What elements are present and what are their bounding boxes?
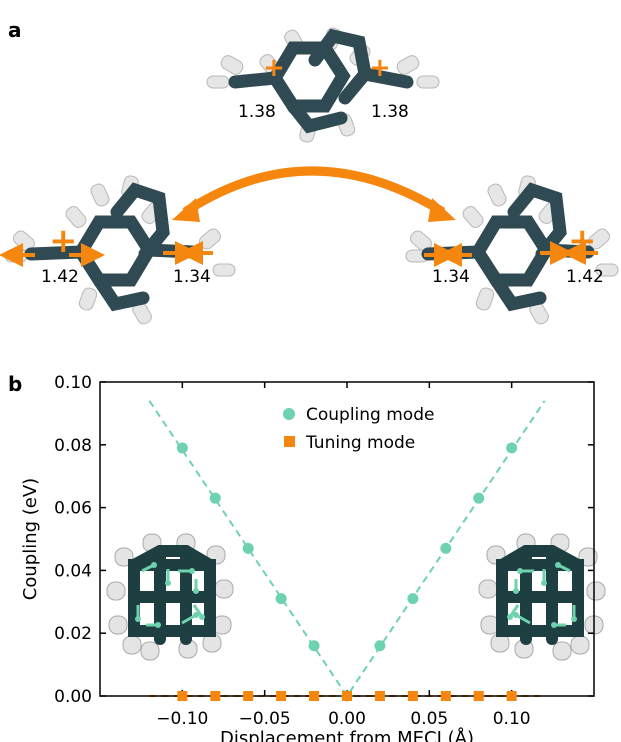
y-tick-label: 0.08 [54, 436, 92, 456]
x-tick-label: 0.10 [493, 709, 531, 729]
tuning-point [243, 691, 254, 701]
inset-carbon-bond [496, 545, 584, 571]
double-curved-arrow [182, 166, 446, 216]
inset-hydrogen [552, 641, 572, 661]
inset-molecule-right [478, 533, 606, 661]
inset-mode-arrowhead [551, 622, 557, 628]
tuning-point [440, 691, 451, 701]
inset-hydrogen [478, 579, 498, 599]
tuning-point [374, 691, 385, 701]
inset-hydrogen [570, 635, 590, 655]
coupling-chart: −0.10 −0.05 0.00 0.05 0.10 0.00 0.02 0.04 0.06 0.… [20, 373, 606, 742]
inset-hydrogen [586, 581, 606, 601]
top-right-bond-length: 1.38 [371, 102, 409, 122]
inset-hydrogen [108, 615, 128, 635]
inset-mode-arrowhead [513, 612, 519, 618]
y-tick-label: 0.00 [54, 687, 92, 707]
inset-molecule-left [106, 533, 234, 661]
tuning-point [506, 691, 517, 701]
inset-mode-arrowhead [193, 612, 199, 618]
left-mol-left-bond-length: 1.42 [41, 267, 79, 287]
y-tick-label: 0.06 [54, 499, 92, 519]
x-tick-label: 0.00 [328, 709, 366, 729]
inset-mode-arrowhead [155, 622, 161, 628]
left-mol-right-bond-length: 1.34 [173, 267, 211, 287]
y-tick-label: 0.02 [54, 624, 92, 644]
inset-mode-arrowhead [571, 616, 577, 622]
coupling-point [275, 593, 287, 605]
left-molecule: + 1.42 1.34 [0, 175, 236, 325]
inset-hydrogen [214, 579, 234, 599]
inset-mode-arrowhead [151, 562, 157, 568]
panel-b-label: b [8, 372, 23, 396]
tuning-point [342, 691, 352, 701]
inset-mode-arrowhead [165, 580, 171, 586]
inset-hydrogen [106, 581, 126, 601]
top-molecule: + + 1.38 1.38 [206, 27, 440, 143]
coupling-point [242, 542, 254, 554]
coupling-point [176, 442, 188, 454]
coupling-point [440, 542, 452, 554]
arrowhead-right [428, 198, 456, 222]
arrowhead-left [172, 198, 200, 222]
inset-mode-arrowhead [199, 614, 205, 620]
legend-coupling-marker [283, 408, 295, 420]
coupling-point [407, 593, 419, 605]
top-left-bond-length: 1.38 [238, 102, 276, 122]
coupling-point [506, 442, 518, 454]
inset-mode-arrowhead [513, 588, 519, 594]
inset-mode-arrowhead [193, 588, 199, 594]
coupling-point [209, 492, 221, 504]
tuning-point [309, 691, 320, 701]
y-tick-label: 0.10 [54, 373, 92, 393]
tuning-point [177, 691, 188, 701]
tuning-point [210, 691, 221, 701]
inset-mode-arrowhead [555, 562, 561, 568]
coupling-point [374, 640, 386, 652]
inset-hydrogen [140, 641, 160, 661]
right-mol-right-bond-length: 1.42 [566, 267, 604, 287]
inset-hydrogen [122, 635, 142, 655]
x-tick-label: −0.05 [239, 709, 291, 729]
x-tick-label: −0.10 [156, 709, 208, 729]
y-tick-label: 0.04 [54, 561, 92, 581]
right-mol-left-bond-length: 1.34 [432, 267, 470, 287]
x-tick-label: 0.05 [410, 709, 448, 729]
inset-mode-arrowhead [517, 568, 523, 574]
coupling-point [473, 492, 485, 504]
inset-carbon-bond [128, 545, 216, 571]
coupling-point [308, 640, 320, 652]
right-molecule: + 1.34 1.42 [405, 175, 619, 325]
tuning-point [473, 691, 484, 701]
inset-mode-arrowhead [541, 580, 547, 586]
tuning-point [407, 691, 418, 701]
panel-a-label: a [8, 18, 22, 42]
legend-tuning-marker [284, 436, 295, 447]
inset-mode-arrowhead [507, 614, 513, 620]
top-left-plus: + [263, 53, 285, 83]
inset-mode-arrowhead [135, 616, 141, 622]
panel-a-molecules: + + 1.38 1.38 + 1.42 [0, 27, 619, 325]
x-axis-label: Displacement from MECI (Å) [220, 727, 474, 742]
legend: Coupling mode Tuning mode [283, 405, 434, 453]
top-right-plus: + [369, 53, 391, 83]
legend-tuning-label: Tuning mode [305, 433, 415, 453]
legend-coupling-label: Coupling mode [306, 405, 434, 425]
inset-mode-arrowhead [189, 568, 195, 574]
tuning-point [276, 691, 287, 701]
y-axis-label: Coupling (eV) [20, 478, 41, 600]
